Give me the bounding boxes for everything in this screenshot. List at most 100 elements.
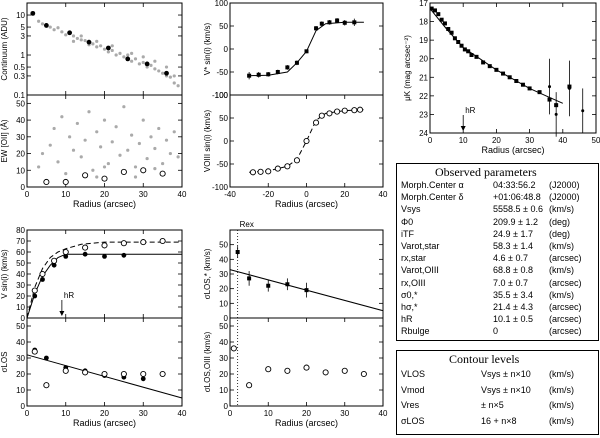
ew-grey-point [153, 167, 157, 171]
mu-ytick-label: 21 [419, 73, 428, 82]
continuum-black-point [86, 39, 92, 45]
continuum-black-point [30, 10, 36, 16]
continuum-grey-point [75, 36, 79, 41]
continuum-grey-point [172, 81, 176, 85]
continuum-grey-point [99, 44, 103, 48]
vrot-ytick-label: 30 [16, 281, 25, 290]
ew-grey-point [133, 175, 138, 179]
ew-open-point [101, 175, 108, 182]
continuum-grey-point [71, 34, 76, 38]
sigma-xtick-label: 10 [61, 409, 70, 418]
contour-name: VLOS [401, 369, 426, 379]
sigma_star-annotation: Rex [240, 220, 254, 229]
vrot-open-point [31, 287, 38, 294]
continuum-ytick-label: 0.5 [14, 63, 26, 72]
ew-grey-point [153, 146, 157, 151]
mu-point [469, 53, 474, 57]
mu-annotation: hR [465, 106, 475, 115]
continuum-grey-point [110, 48, 114, 53]
mu-point [520, 82, 525, 87]
sigma_star-ytick-label: 0 [224, 314, 229, 323]
sigma-xtick-label: 30 [139, 409, 148, 418]
ew-grey-point [130, 133, 134, 137]
observed-name: Morph.Center δ [401, 192, 464, 203]
vstar-point [335, 18, 340, 23]
voiii-open-point [313, 119, 320, 126]
sigma-open-point [140, 370, 147, 378]
sigma-xtick-label: 0 [25, 409, 30, 418]
continuum-grey-point [130, 51, 134, 55]
vstar-point [319, 21, 324, 26]
sigma_star-ytick-label: 10 [219, 299, 228, 308]
observed-name: σ0,* [401, 289, 418, 300]
sigma-ytick-label: 10 [16, 386, 25, 395]
continuum-grey-point [153, 59, 157, 63]
ew-grey-point [102, 118, 107, 122]
vstar-point [294, 60, 299, 65]
mu-xtick-label: 30 [525, 136, 534, 145]
vstar-ylabel: V* sin(i) (km/s) [203, 22, 212, 75]
observed-row: iTF 24.9 ± 1.7 (deg) [397, 229, 598, 242]
observed-row: Rbulge 0 (arcsec) [397, 326, 598, 339]
continuum-grey-point [133, 57, 138, 61]
vstar-ytick-label: 100 [215, 0, 229, 8]
sigma_star-point [285, 282, 290, 287]
vrot-black-point [63, 254, 69, 259]
mu-err-point [567, 86, 571, 90]
sigma-open-point [120, 370, 127, 378]
vstar-ytick-label: 0 [224, 45, 229, 54]
sigma-open-point [43, 382, 50, 389]
voiii-model-line [249, 109, 364, 173]
voiii-ytick-label: 50 [219, 114, 228, 123]
continuum-grey-point [91, 42, 95, 46]
ew-grey-point [114, 125, 118, 129]
mu-point [456, 40, 461, 44]
observed-row: Φ0 209.9 ± 1.2 (deg) [397, 217, 598, 230]
ew-ytick-label: 50 [16, 99, 25, 108]
observed-value: 4.6 ± 0.7 [493, 253, 528, 264]
observed-name: rx,star [401, 253, 427, 264]
ew-grey-point [141, 118, 145, 122]
ew-grey-point [149, 135, 153, 139]
ew-xtick-label: 20 [100, 190, 109, 199]
mu-ytick-label: 20 [419, 55, 428, 64]
observed-value: 58.3 ± 1.4 [493, 241, 533, 251]
contour-levels-table: Contour levels VLOS Vsys ± n×10 (km/s) Vmod… [396, 350, 599, 435]
vrot-open-point [82, 244, 89, 251]
ew-grey-point [102, 165, 107, 169]
observed-row: Varot,star 58.3 ± 1.4 (km/s) [397, 241, 598, 254]
vrot-black-point [121, 252, 127, 258]
voiii-xtick-label: -20 [262, 190, 274, 199]
sigma_oiii-ytick-label: 20 [219, 370, 228, 379]
vstar-point [256, 72, 261, 77]
continuum-grey-point [161, 71, 165, 75]
observed-row: Morph.Center δ +01:06:48.8 (J2000) [397, 192, 598, 205]
continuum-ytick-label: 10 [16, 11, 25, 20]
mu-point [429, 6, 434, 11]
mu-err-point [581, 109, 585, 113]
ew-xtick-label: 0 [25, 190, 30, 199]
mu-ytick-label: 19 [419, 36, 428, 45]
mu-ytick-label: 18 [419, 18, 428, 27]
ew-xtick-label: 10 [61, 190, 70, 199]
voiii-open-point [318, 112, 325, 119]
sigma_oiii-ylabel: σLOS,OIII (km/s) [203, 331, 212, 392]
continuum-grey-point [106, 50, 110, 54]
sigma_oiii-open-point [303, 364, 310, 371]
voiii-xtick-label: -40 [224, 190, 236, 199]
sigma_oiii-open-point [246, 382, 253, 389]
sigma_oiii-xtick-label: 40 [379, 409, 388, 418]
observed-value: 209.9 ± 1.2 [493, 216, 538, 227]
ew-open-point [140, 167, 147, 174]
contour-levels-title: Contour levels [449, 352, 520, 366]
vrot-ytick-label: 70 [16, 237, 25, 246]
continuum-grey-point [137, 62, 141, 66]
ew-grey-point [176, 155, 180, 159]
vrot-ytick-label: 80 [16, 226, 25, 235]
continuum-black-point [105, 45, 111, 51]
observed-row: Vsys 5558.5 ± 0.6 (km/s) [397, 204, 598, 217]
contour-row: Vres ± n×5 (km/s) [397, 400, 598, 413]
mu-ylabel: μK (mag arcsec⁻²) [403, 35, 412, 101]
sigma_oiii-ytick-label: 10 [219, 386, 228, 395]
